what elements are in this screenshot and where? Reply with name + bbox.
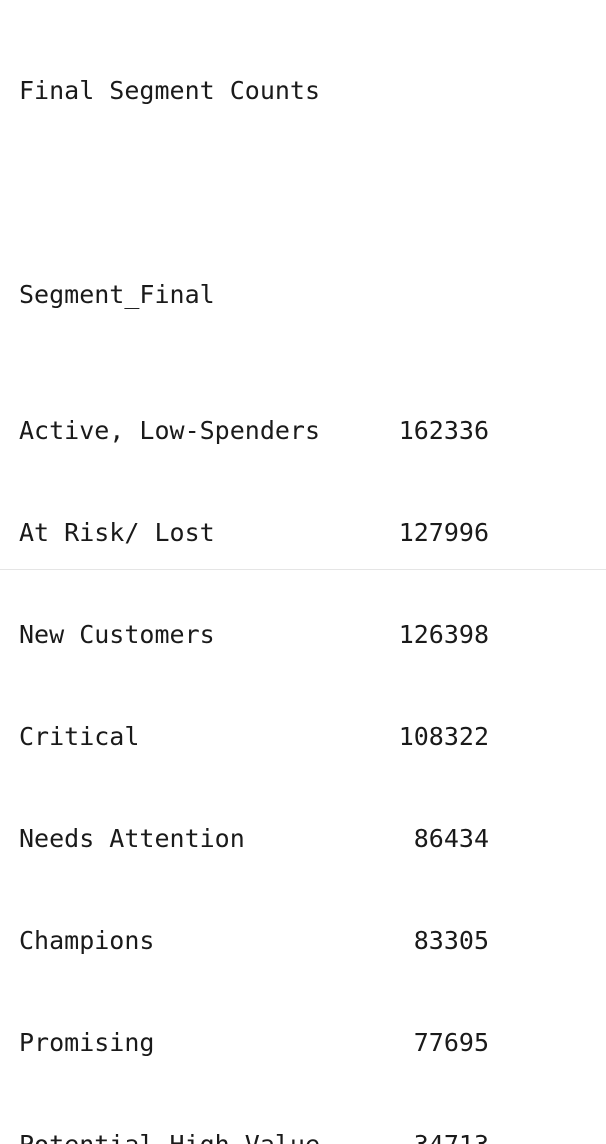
table-row: Potential High-Value 34713 bbox=[19, 1128, 489, 1144]
table-row: Champions 83305 bbox=[19, 924, 489, 958]
segment-count: 34713 bbox=[414, 1128, 489, 1144]
table-row: Needs Attention 86434 bbox=[19, 822, 489, 856]
segment-label: Active, Low-Spenders bbox=[19, 416, 321, 445]
table-row: Critical 108322 bbox=[19, 720, 489, 754]
segment-count: 83305 bbox=[413, 926, 489, 955]
segment-count: 86434 bbox=[413, 824, 489, 853]
segment-count: 127996 bbox=[398, 518, 489, 547]
segment-label: Champions bbox=[19, 926, 155, 955]
segment-count: 126398 bbox=[398, 620, 489, 649]
segment-count: 108322 bbox=[398, 722, 489, 751]
segment-count: 162336 bbox=[398, 416, 489, 445]
segment-count: 77695 bbox=[413, 1028, 489, 1057]
segment-label: Potential High-Value bbox=[19, 1128, 320, 1144]
table-row: Promising 77695 bbox=[19, 1026, 489, 1060]
segment-label: Critical bbox=[19, 722, 140, 751]
table-row: At Risk/ Lost 127996 bbox=[19, 516, 489, 550]
segment-label: New Customers bbox=[19, 620, 215, 649]
segment-label: At Risk/ Lost bbox=[19, 518, 215, 547]
table-row: Active, Low-Spenders 162336 bbox=[19, 414, 489, 448]
segment-label: Promising bbox=[19, 1028, 155, 1057]
cell-output: Final Segment Counts Segment_Final Activ… bbox=[19, 6, 576, 1144]
output-title: Final Segment Counts bbox=[19, 76, 321, 105]
bottom-divider bbox=[0, 569, 606, 570]
table-row: New Customers 126398 bbox=[19, 618, 489, 652]
blank-line bbox=[19, 176, 576, 210]
segment-label: Needs Attention bbox=[19, 824, 245, 853]
series-index-name: Segment_Final bbox=[19, 280, 215, 309]
